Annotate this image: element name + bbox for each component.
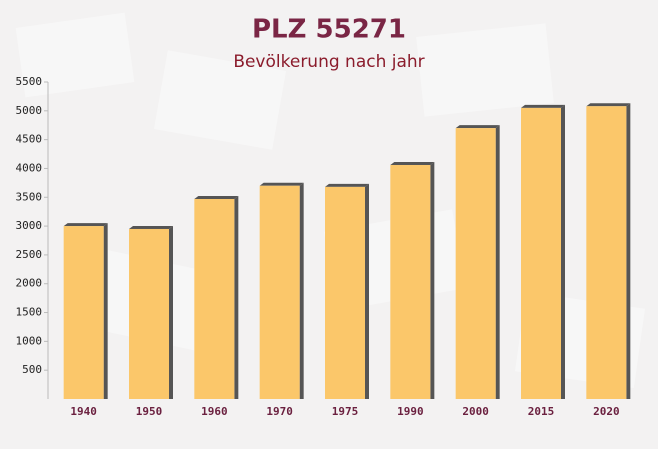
bar-shadow xyxy=(561,104,565,399)
x-tick-label: 1975 xyxy=(332,405,359,418)
chart-title: PLZ 55271 xyxy=(252,15,406,45)
bar-top xyxy=(390,161,435,165)
x-tick-label: 2000 xyxy=(462,405,489,418)
y-tick-label: 1000 xyxy=(16,334,43,347)
x-tick-label: 2020 xyxy=(593,405,620,418)
bar xyxy=(259,185,300,399)
x-tick-label: 1970 xyxy=(266,405,293,418)
bar xyxy=(194,199,235,399)
y-tick-label: 3000 xyxy=(16,219,43,232)
bar-top xyxy=(194,196,239,200)
bar-top xyxy=(586,103,631,107)
bar-shadow xyxy=(299,182,304,399)
bar-top xyxy=(129,225,173,229)
chart-subtitle: Bevölkerung nach jahr xyxy=(233,52,424,72)
bar-shadow xyxy=(626,103,631,399)
x-tick-label: 2015 xyxy=(528,405,555,418)
y-tick-label: 5500 xyxy=(16,75,43,88)
x-tick-label: 1950 xyxy=(136,405,163,418)
y-tick-label: 1500 xyxy=(16,306,43,319)
bar-top xyxy=(259,182,304,186)
bar xyxy=(455,128,496,400)
bar-shadow xyxy=(495,125,500,399)
bar-top xyxy=(521,104,565,108)
bar xyxy=(325,186,365,399)
x-tick-label: 1990 xyxy=(397,405,424,418)
bar xyxy=(586,106,627,399)
bar xyxy=(521,107,561,399)
bar-shadow xyxy=(169,225,173,399)
bar xyxy=(63,226,104,399)
y-tick-label: 500 xyxy=(22,363,42,376)
bar-shadow xyxy=(103,223,108,399)
x-tick-label: 1940 xyxy=(70,405,97,418)
y-tick-label: 2500 xyxy=(16,248,43,261)
bar-shadow xyxy=(234,196,239,399)
x-tick-label: 1960 xyxy=(201,405,228,418)
bar xyxy=(390,164,431,399)
bar-top xyxy=(455,125,500,129)
bar-shadow xyxy=(430,161,435,399)
y-tick-label: 2000 xyxy=(16,277,43,290)
y-tick-label: 3500 xyxy=(16,190,43,203)
y-tick-label: 5000 xyxy=(16,104,43,117)
bar-shadow xyxy=(365,183,369,399)
bar-top xyxy=(63,223,108,227)
bar-top xyxy=(325,183,369,187)
y-tick-label: 4500 xyxy=(16,133,43,146)
bar xyxy=(129,228,169,399)
y-tick-label: 4000 xyxy=(16,161,43,174)
